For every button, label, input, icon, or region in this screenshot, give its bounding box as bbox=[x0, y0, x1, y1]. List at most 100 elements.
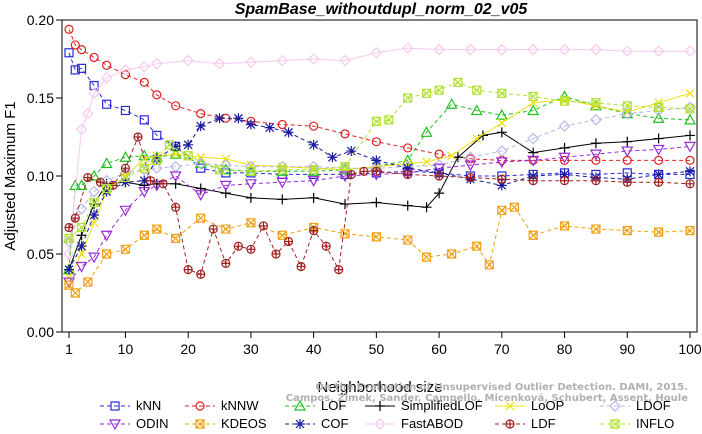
legend-marker-ldf-cross bbox=[506, 420, 514, 428]
legend-marker-odin bbox=[108, 419, 122, 431]
y-tick-label: 0.05 bbox=[27, 246, 54, 262]
data-point-odin bbox=[75, 261, 88, 273]
series-fastabod bbox=[63, 42, 696, 260]
data-point-knnw bbox=[102, 60, 112, 70]
data-point-simplifiedlof bbox=[371, 197, 382, 208]
data-point-odin bbox=[683, 141, 697, 153]
series-line-cof bbox=[68, 117, 691, 270]
data-point-cof bbox=[308, 139, 319, 150]
legend-marker-simplifiedlof bbox=[375, 401, 385, 411]
data-point-fastabod bbox=[81, 107, 94, 120]
data-point-odin bbox=[119, 205, 132, 217]
data-point-ldf-cross bbox=[71, 214, 80, 223]
legend-marker-inflo bbox=[610, 419, 620, 429]
data-point-fastabod bbox=[401, 42, 414, 54]
data-point-odin bbox=[495, 157, 508, 169]
legend-marker-ldof bbox=[609, 400, 621, 412]
data-point-inflo bbox=[309, 165, 319, 175]
data-point-ldof bbox=[194, 157, 207, 170]
legend-item-fastabod: FastABOD bbox=[365, 416, 463, 431]
data-point-inflo bbox=[497, 88, 507, 98]
data-point-knnw bbox=[64, 24, 74, 34]
data-point-cof bbox=[264, 122, 275, 133]
series-line-kdeos bbox=[68, 206, 691, 294]
data-point-cof bbox=[233, 113, 244, 124]
data-point-inflo bbox=[76, 222, 87, 233]
data-point-ldf-cross bbox=[65, 223, 73, 232]
series-line-lof bbox=[68, 95, 691, 270]
data-point-cof bbox=[120, 177, 131, 188]
data-point-cof bbox=[653, 169, 664, 180]
plot-frame bbox=[61, 19, 698, 333]
data-point-loop bbox=[196, 152, 206, 162]
x-tick-label: 30 bbox=[243, 341, 259, 357]
data-point-ldf-cross bbox=[497, 175, 506, 184]
series-inflo bbox=[64, 77, 695, 243]
data-point-kdeos bbox=[654, 227, 664, 237]
data-point-knnw bbox=[403, 143, 413, 153]
data-point-cof bbox=[402, 163, 413, 174]
legend-item-loop: LoOP bbox=[495, 398, 564, 413]
data-point-simplifiedlof bbox=[89, 199, 100, 210]
data-point-kdeos bbox=[139, 230, 149, 240]
data-point-loop bbox=[371, 162, 381, 172]
legend-item-simplifiedlof: SimplifiedLOF bbox=[365, 398, 483, 413]
data-point-kdeos bbox=[421, 252, 432, 262]
legend-marker-knnw bbox=[195, 401, 205, 411]
data-point-kdeos bbox=[591, 224, 601, 234]
data-point-kdeos bbox=[196, 213, 206, 223]
y-tick-label: 0.10 bbox=[27, 168, 54, 184]
data-point-lof bbox=[276, 165, 289, 176]
data-point-knnw bbox=[70, 40, 80, 50]
series-ldf bbox=[64, 132, 695, 279]
legend-item-knn: kNN bbox=[100, 398, 161, 413]
data-point-ldf-cross bbox=[623, 178, 632, 187]
data-point-odin bbox=[652, 144, 665, 156]
data-point-knnw bbox=[340, 129, 350, 139]
data-point-simplifiedlof bbox=[685, 130, 695, 141]
data-point-knn bbox=[120, 105, 131, 116]
data-point-kdeos bbox=[277, 230, 287, 240]
data-point-knnw bbox=[171, 101, 181, 111]
data-point-ldf-cross bbox=[284, 237, 293, 246]
data-point-fastabod bbox=[63, 248, 75, 260]
legend-label-odin: ODIN bbox=[136, 416, 169, 431]
series-layer bbox=[62, 24, 697, 298]
data-point-fastabod bbox=[527, 43, 540, 56]
data-point-knn bbox=[139, 115, 149, 125]
data-point-inflo bbox=[403, 93, 413, 103]
series-line-fastabod bbox=[68, 47, 690, 255]
series-line-ldf bbox=[68, 135, 691, 275]
data-point-loop bbox=[685, 88, 695, 98]
data-point-loop bbox=[497, 118, 507, 128]
data-point-inflo bbox=[64, 233, 74, 243]
data-point-knnw bbox=[89, 52, 99, 63]
data-point-fastabod bbox=[590, 43, 602, 56]
data-point-ldf-cross bbox=[259, 221, 268, 230]
legend-label-ldof: LDOF bbox=[636, 398, 671, 413]
data-point-simplifiedlof bbox=[277, 194, 288, 205]
data-point-kdeos bbox=[102, 249, 112, 259]
data-point-ldf-cross bbox=[347, 170, 356, 179]
legend-label-fastabod: FastABOD bbox=[401, 416, 463, 431]
data-point-ldf-cross bbox=[96, 178, 105, 187]
data-point-ldf-cross bbox=[272, 250, 280, 258]
data-point-kdeos bbox=[371, 232, 381, 242]
data-point-odin bbox=[194, 190, 207, 201]
data-point-ldof bbox=[464, 151, 477, 164]
data-point-inflo bbox=[421, 88, 432, 98]
legend-item-odin: ODIN bbox=[100, 416, 169, 431]
data-point-kdeos bbox=[221, 224, 231, 234]
data-point-inflo bbox=[559, 96, 570, 106]
data-point-fastabod bbox=[245, 56, 257, 68]
data-point-ldof bbox=[150, 162, 163, 175]
x-tick-label: 20 bbox=[180, 341, 196, 357]
data-point-inflo bbox=[453, 77, 463, 87]
data-point-ldof bbox=[495, 145, 508, 157]
data-point-ldf-cross bbox=[322, 242, 331, 251]
legend-label-knn: kNN bbox=[136, 398, 161, 413]
data-point-kdeos bbox=[171, 233, 181, 243]
credit-line-2: Campos, Zimek, Sander, Campello, Micenko… bbox=[286, 392, 688, 404]
data-point-odin bbox=[589, 149, 602, 161]
data-point-knnw bbox=[591, 155, 601, 165]
